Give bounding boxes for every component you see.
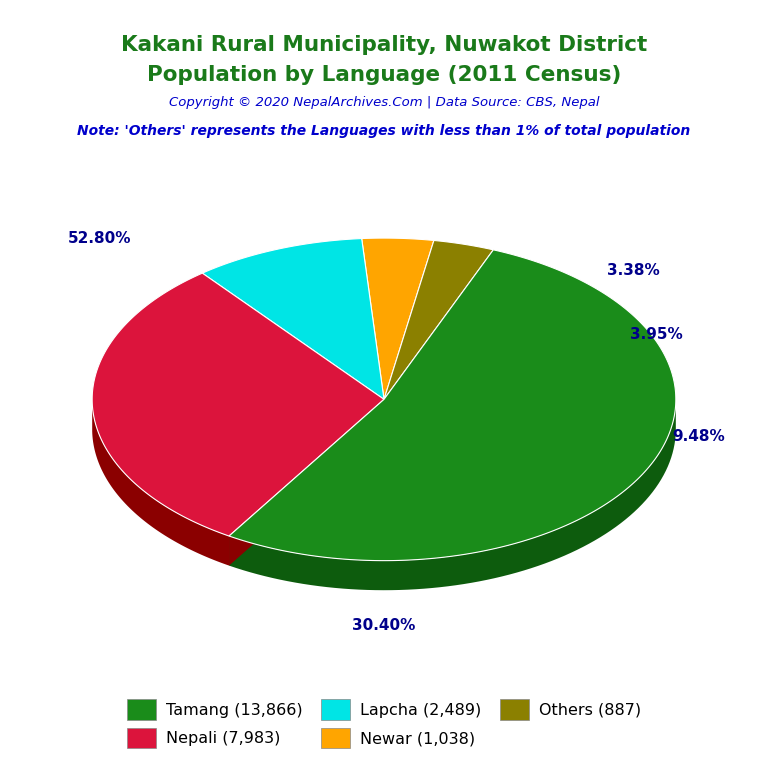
Legend: Tamang (13,866), Nepali (7,983), Lapcha (2,489), Newar (1,038), Others (887): Tamang (13,866), Nepali (7,983), Lapcha … bbox=[119, 691, 649, 756]
Polygon shape bbox=[362, 238, 434, 399]
Text: Population by Language (2011 Census): Population by Language (2011 Census) bbox=[147, 65, 621, 85]
Polygon shape bbox=[92, 402, 229, 565]
Polygon shape bbox=[229, 250, 676, 561]
Text: Kakani Rural Municipality, Nuwakot District: Kakani Rural Municipality, Nuwakot Distr… bbox=[121, 35, 647, 55]
Polygon shape bbox=[229, 399, 384, 565]
Text: 9.48%: 9.48% bbox=[673, 429, 725, 445]
Polygon shape bbox=[229, 399, 384, 565]
Text: Note: 'Others' represents the Languages with less than 1% of total population: Note: 'Others' represents the Languages … bbox=[78, 124, 690, 138]
Text: 3.38%: 3.38% bbox=[607, 263, 660, 278]
Polygon shape bbox=[384, 240, 493, 399]
Polygon shape bbox=[92, 273, 384, 536]
Text: 52.80%: 52.80% bbox=[68, 230, 131, 246]
Text: 30.40%: 30.40% bbox=[353, 617, 415, 633]
Polygon shape bbox=[202, 239, 384, 399]
Text: Copyright © 2020 NepalArchives.Com | Data Source: CBS, Nepal: Copyright © 2020 NepalArchives.Com | Dat… bbox=[169, 96, 599, 109]
Text: 3.95%: 3.95% bbox=[631, 327, 683, 343]
Polygon shape bbox=[229, 401, 676, 590]
